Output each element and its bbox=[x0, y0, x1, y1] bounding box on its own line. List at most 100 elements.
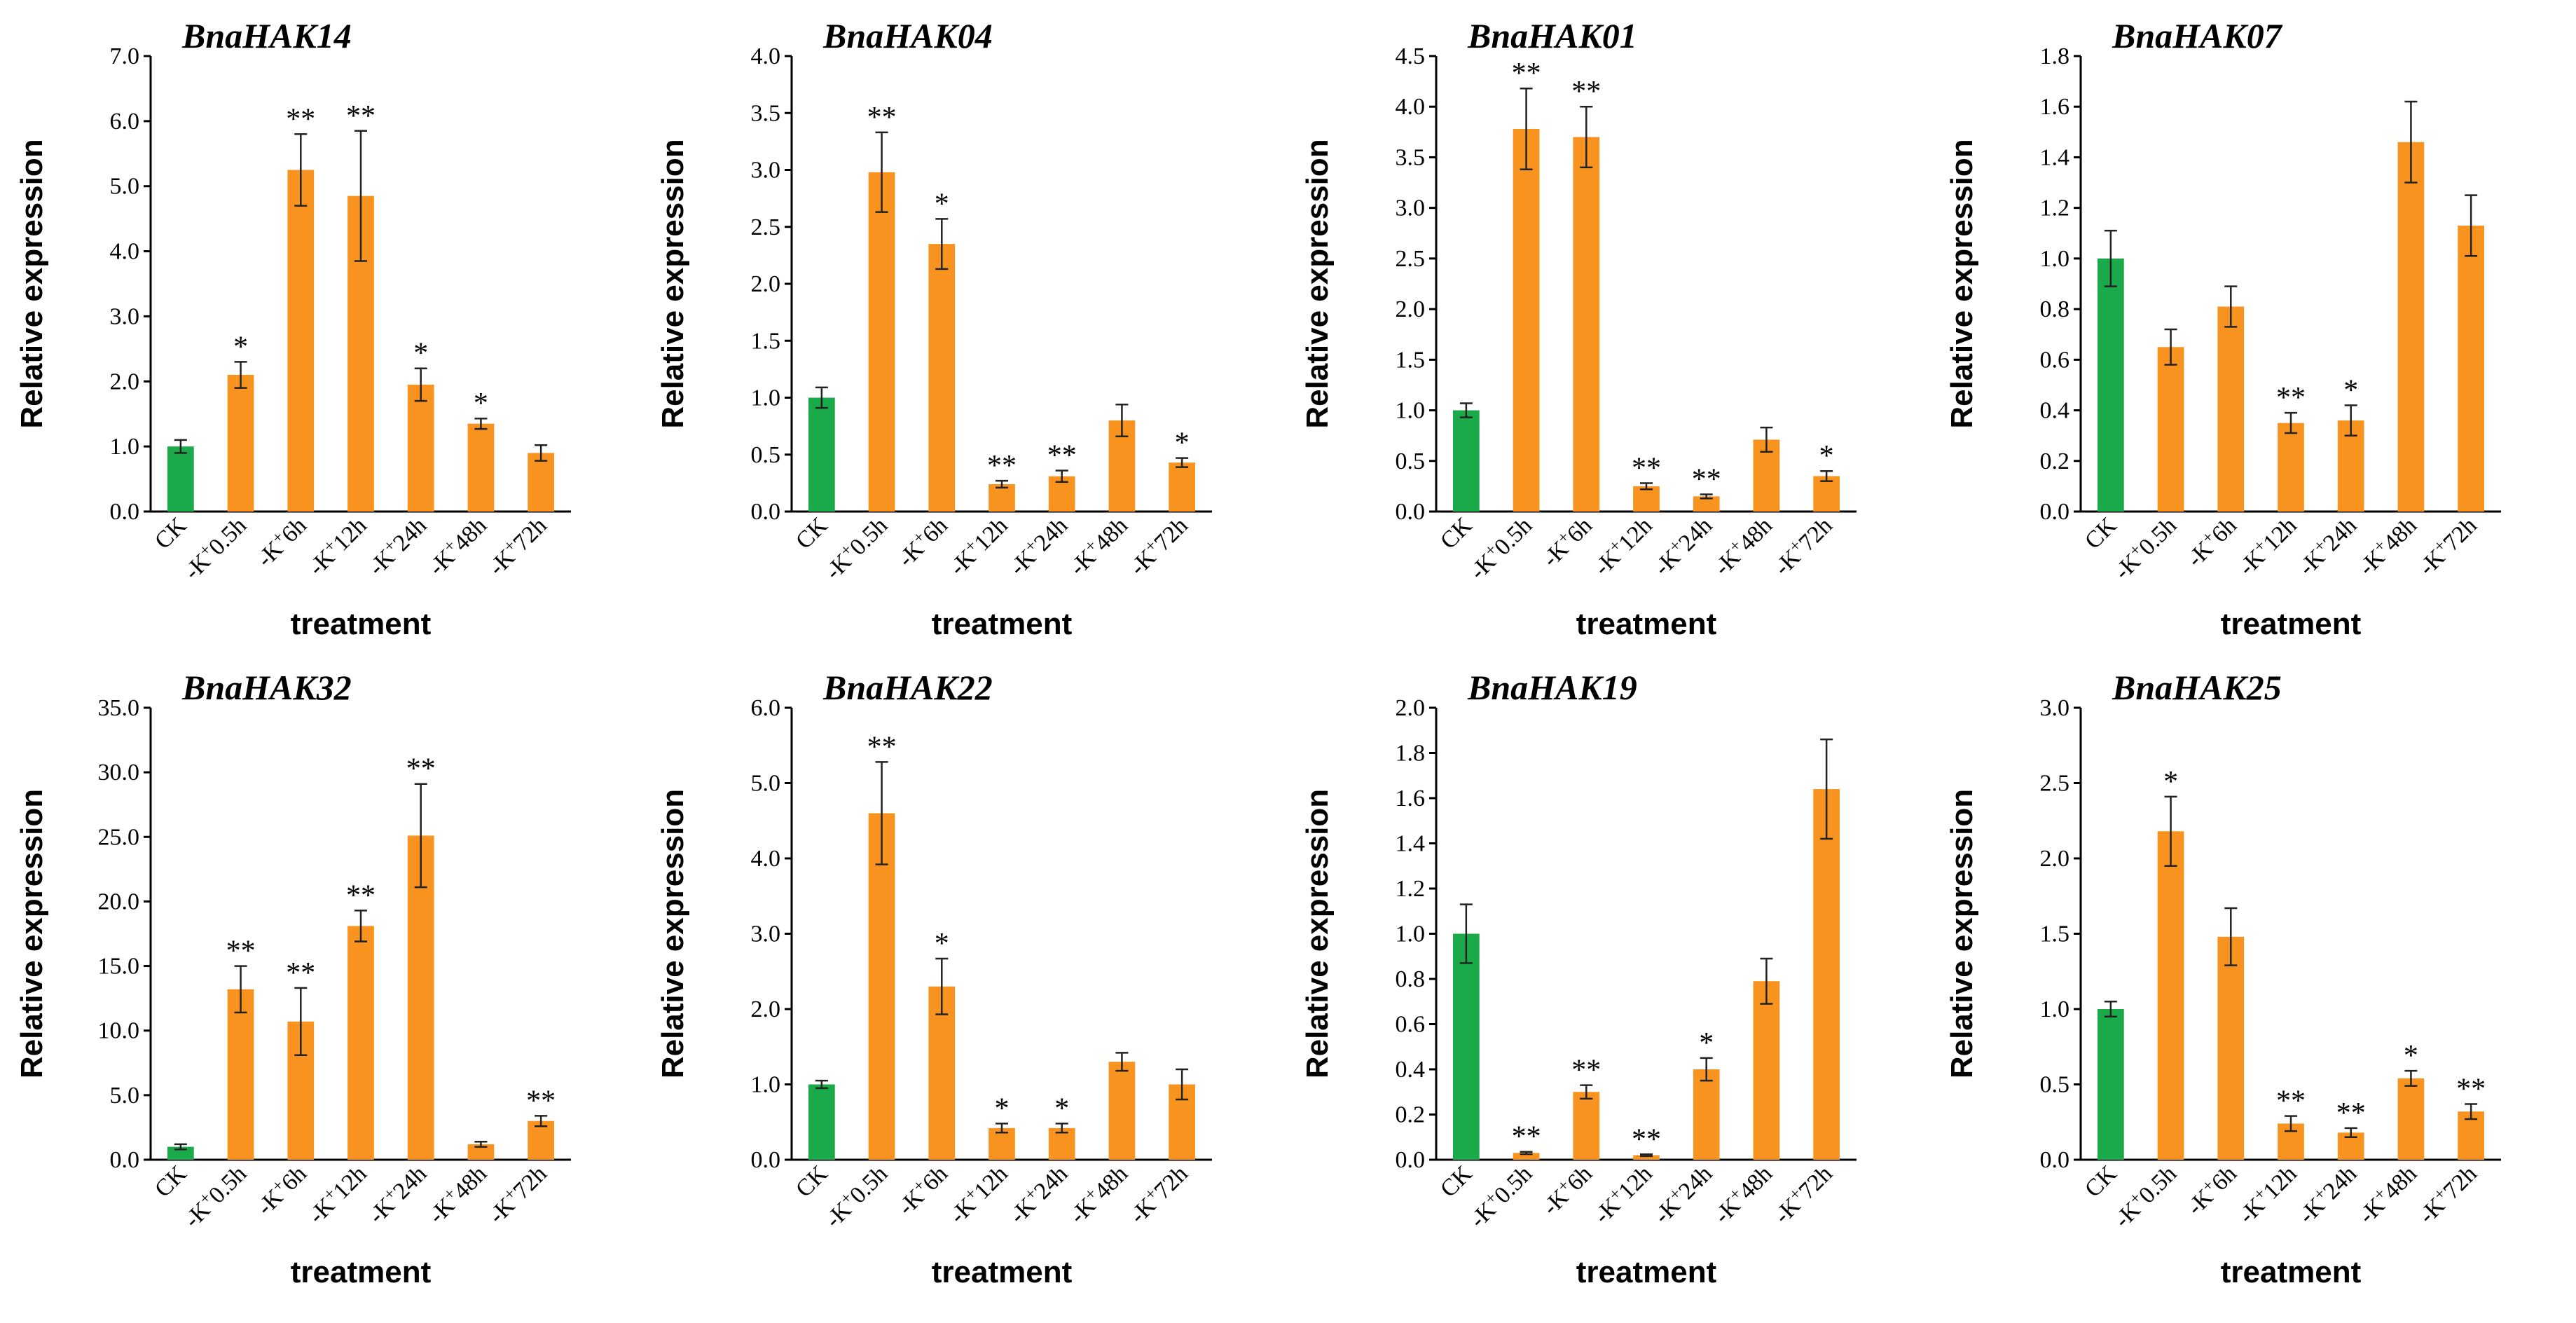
y-tick-label: 3.0 bbox=[751, 158, 781, 184]
y-tick-label: 0.5 bbox=[1396, 448, 1426, 474]
bar--K12h bbox=[2278, 423, 2304, 512]
chart-title: BnaHAK19 bbox=[1467, 668, 1637, 707]
bar--K48h bbox=[1753, 981, 1780, 1160]
y-axis-label: Relative expression bbox=[1945, 789, 1979, 1078]
y-tick-label: 0.0 bbox=[2040, 499, 2070, 525]
y-tick-label: 4.0 bbox=[1396, 94, 1426, 120]
y-tick-label: 1.0 bbox=[1396, 921, 1426, 947]
x-tick-label-pre: CK bbox=[150, 1160, 192, 1202]
y-tick-label: 1.0 bbox=[751, 1072, 781, 1098]
x-tick-label: -K+24h bbox=[362, 511, 432, 580]
x-tick-label: CK bbox=[791, 512, 833, 554]
x-tick-label: -K+6h bbox=[251, 511, 312, 572]
significance-mark: ** bbox=[2336, 1097, 2366, 1130]
x-axis-label: treatment bbox=[932, 607, 1073, 641]
y-tick-label: 0.0 bbox=[751, 1147, 781, 1173]
significance-mark: * bbox=[2404, 1040, 2418, 1072]
bar--K12h bbox=[1633, 1155, 1660, 1160]
x-tick-label: CK bbox=[150, 1160, 192, 1202]
x-tick-label-pre: CK bbox=[791, 512, 833, 554]
y-tick-label: 0.0 bbox=[110, 1147, 140, 1173]
bar--K6h bbox=[928, 244, 956, 512]
y-tick-label: 0.8 bbox=[1396, 966, 1426, 992]
bar--K0.5h bbox=[868, 813, 895, 1160]
x-tick-label: -K+48h bbox=[1063, 1159, 1133, 1228]
significance-mark: ** bbox=[346, 100, 376, 132]
y-tick-label: 0.4 bbox=[1396, 1057, 1426, 1083]
bar--K0.5h bbox=[2157, 831, 2184, 1160]
bar--K24h bbox=[1693, 1069, 1720, 1160]
y-tick-label: 1.0 bbox=[2040, 246, 2070, 272]
y-tick-label: 0.8 bbox=[2040, 296, 2070, 322]
x-tick-label: -K+48h bbox=[1708, 511, 1777, 580]
bar--K24h bbox=[407, 384, 434, 512]
x-tick-label: CK bbox=[791, 1160, 833, 1202]
y-tick-label: 2.5 bbox=[2040, 771, 2070, 797]
bar-CK bbox=[167, 446, 194, 512]
y-tick-label: 1.0 bbox=[110, 434, 140, 460]
x-axis-label: treatment bbox=[291, 1255, 432, 1289]
significance-mark: * bbox=[474, 388, 488, 420]
x-axis-label: treatment bbox=[932, 1255, 1073, 1289]
bar-CK bbox=[167, 1146, 194, 1160]
bar--K0.5h bbox=[227, 989, 254, 1160]
y-tick-label: 0.2 bbox=[1396, 1102, 1426, 1128]
bar--K6h bbox=[2217, 306, 2245, 512]
y-tick-label: 1.2 bbox=[1396, 876, 1426, 902]
significance-mark: ** bbox=[1692, 463, 1721, 495]
x-tick-label-pre: CK bbox=[1435, 1160, 1478, 1202]
bar--K6h bbox=[928, 986, 956, 1160]
bar--K48h bbox=[467, 1144, 495, 1160]
x-tick-label: -K+24h bbox=[1648, 511, 1717, 580]
x-tick-label: -K+48h bbox=[422, 1159, 492, 1228]
chart-title: BnaHAK04 bbox=[822, 16, 993, 55]
x-tick-label: -K+12h bbox=[2232, 511, 2301, 580]
bar--K24h bbox=[407, 835, 434, 1160]
y-tick-label: 0.0 bbox=[2040, 1147, 2070, 1173]
x-tick-label: -K+12h bbox=[2232, 1159, 2301, 1228]
bar-CK bbox=[2098, 258, 2124, 512]
x-tick-label: -K+0.5h bbox=[2108, 511, 2182, 584]
bar--K0.5h bbox=[868, 172, 895, 512]
x-tick-label: -K+72h bbox=[482, 1159, 551, 1228]
significance-mark: ** bbox=[1512, 1121, 1541, 1153]
bar--K0.5h bbox=[2157, 347, 2184, 512]
bar-CK bbox=[1453, 933, 1480, 1160]
y-tick-label: 1.2 bbox=[2040, 196, 2070, 221]
significance-mark: ** bbox=[1512, 57, 1541, 90]
y-tick-label: 7.0 bbox=[110, 43, 140, 69]
y-tick-label: 1.5 bbox=[1396, 347, 1426, 373]
chart-panel-BnaHAK07: BnaHAK07 0.0 0.2 0.4 0.6 0.8 1.0 1.2 1.4 1.6 1.8 Re… bbox=[1945, 16, 2501, 641]
x-tick-label: -K+72h bbox=[1123, 1159, 1192, 1228]
y-tick-label: 0.0 bbox=[1396, 499, 1426, 525]
significance-mark: * bbox=[1699, 1027, 1714, 1060]
significance-mark: ** bbox=[1571, 76, 1601, 108]
x-tick-label: -K+0.5h bbox=[819, 1159, 893, 1233]
y-tick-label: 6.0 bbox=[751, 695, 781, 721]
x-axis-label: treatment bbox=[2221, 1255, 2362, 1289]
y-tick-label: 3.0 bbox=[110, 303, 140, 329]
chart-title: BnaHAK25 bbox=[2112, 668, 2282, 707]
y-tick-label: 2.0 bbox=[751, 996, 781, 1022]
y-tick-label: 5.0 bbox=[110, 174, 140, 200]
y-tick-label: 3.5 bbox=[1396, 144, 1426, 170]
significance-mark: ** bbox=[286, 103, 315, 135]
x-tick-label: CK bbox=[1435, 1160, 1478, 1202]
x-tick-label: -K+12h bbox=[302, 1159, 371, 1228]
bar--K0.5h bbox=[1513, 129, 1540, 512]
significance-mark: * bbox=[1175, 427, 1190, 460]
x-axis-label: treatment bbox=[291, 607, 432, 641]
significance-mark: ** bbox=[1632, 453, 1661, 485]
chart-title: BnaHAK22 bbox=[822, 668, 993, 707]
y-tick-label: 0.6 bbox=[1396, 1012, 1426, 1038]
x-tick-label: -K+24h bbox=[2292, 511, 2362, 580]
x-tick-label: CK bbox=[150, 512, 192, 554]
x-axis-label: treatment bbox=[1576, 1255, 1717, 1289]
y-axis-label: Relative expression bbox=[656, 139, 690, 428]
x-tick-label: -K+12h bbox=[1587, 1159, 1657, 1228]
x-tick-label: -K+6h bbox=[2181, 1159, 2242, 1220]
bar--K72h bbox=[2458, 225, 2484, 512]
x-tick-label: -K+24h bbox=[1003, 511, 1073, 580]
y-tick-label: 0.2 bbox=[2040, 448, 2070, 474]
